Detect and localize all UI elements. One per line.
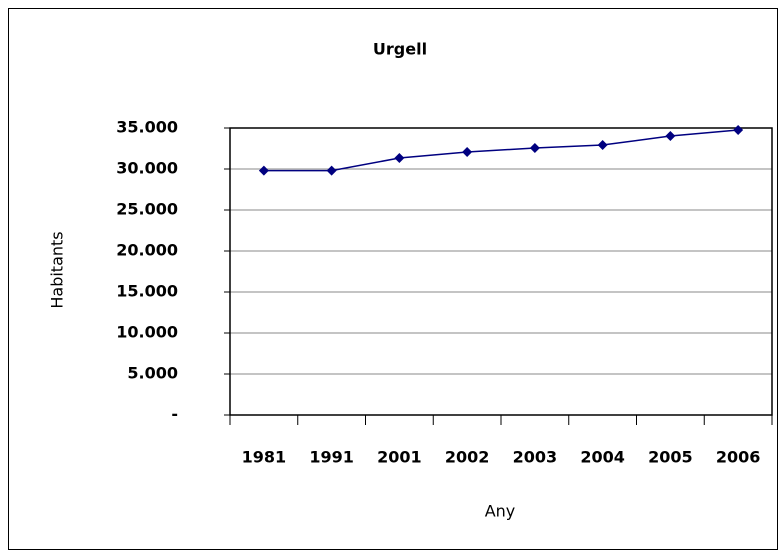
marker <box>394 153 405 164</box>
y-tick-label: 20.000 <box>116 241 178 260</box>
marker <box>733 124 744 135</box>
chart-border <box>8 8 778 550</box>
y-tick-label: 30.000 <box>116 159 178 178</box>
y-axis-label: Habitants <box>48 231 67 308</box>
x-tick-label: 1991 <box>309 448 354 467</box>
y-tick-label: 35.000 <box>116 118 178 137</box>
y-tick-label: 15.000 <box>116 282 178 301</box>
y-tick-label: 25.000 <box>116 200 178 219</box>
y-tick-label: 5.000 <box>127 364 178 383</box>
chart-title: Urgell <box>373 40 427 59</box>
x-tick-label: 2002 <box>445 448 490 467</box>
y-tick-label: - <box>171 405 178 424</box>
x-tick-label: 2004 <box>580 448 625 467</box>
y-tick-label: 10.000 <box>116 323 178 342</box>
marker <box>597 139 608 150</box>
x-tick-label: 2003 <box>513 448 558 467</box>
marker <box>462 147 473 158</box>
marker <box>326 165 337 176</box>
marker <box>258 165 269 176</box>
x-axis-label: Any <box>485 502 516 521</box>
marker <box>529 143 540 154</box>
x-tick-label: 2006 <box>716 448 761 467</box>
marker <box>665 131 676 142</box>
x-tick-label: 2001 <box>377 448 422 467</box>
line <box>263 129 739 172</box>
x-tick-label: 2005 <box>648 448 693 467</box>
x-tick-label: 1981 <box>242 448 287 467</box>
